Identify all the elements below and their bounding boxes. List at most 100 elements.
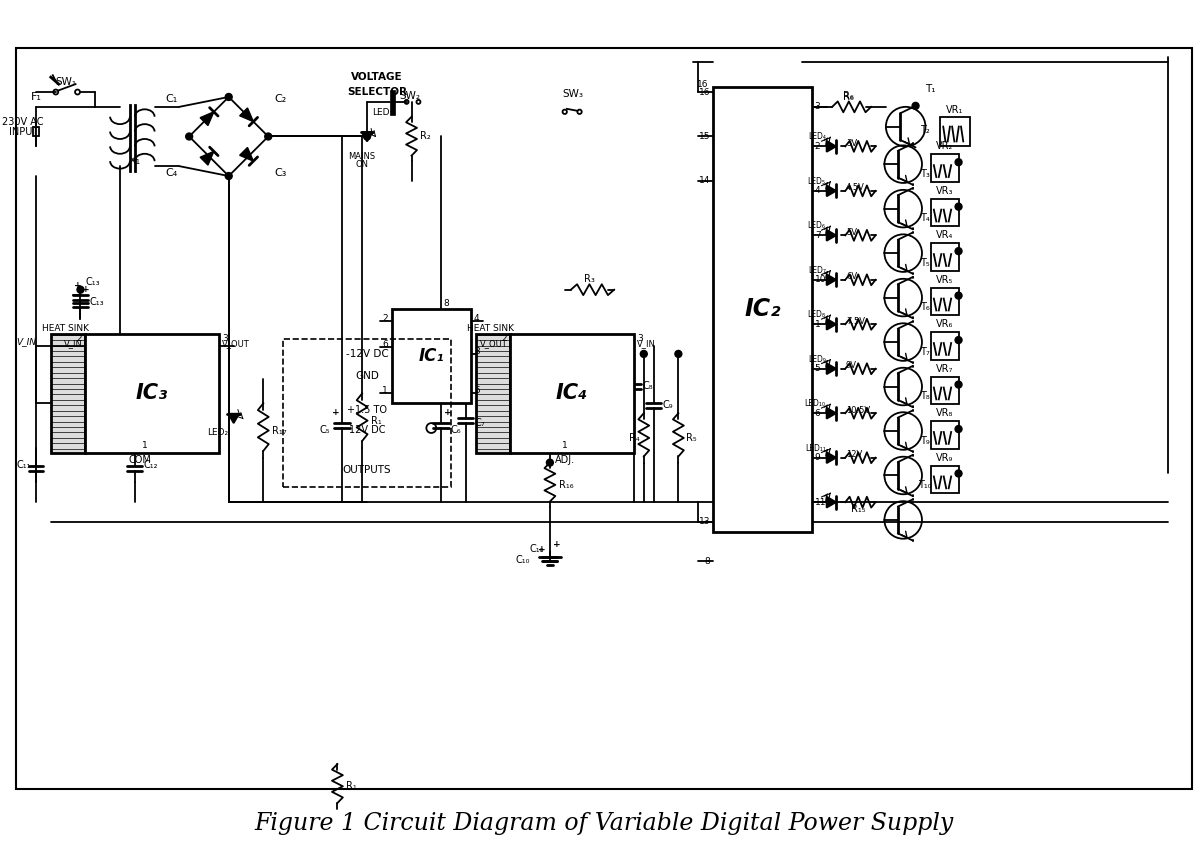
Text: HEAT SINK: HEAT SINK: [42, 324, 89, 333]
Text: C₁: C₁: [166, 94, 178, 104]
Text: 1: 1: [815, 320, 821, 329]
Text: C₇: C₇: [475, 418, 486, 428]
Text: T₁: T₁: [925, 84, 936, 94]
Text: IC₄: IC₄: [556, 383, 588, 403]
Text: 10: 10: [815, 275, 827, 284]
Text: VR₁: VR₁: [947, 104, 964, 115]
Text: IC₁: IC₁: [419, 348, 444, 365]
Text: R₁: R₁: [347, 781, 358, 791]
Circle shape: [226, 93, 232, 100]
Text: 14: 14: [698, 176, 710, 186]
Text: 3V: 3V: [846, 139, 857, 148]
Text: T₁₀: T₁₀: [918, 481, 931, 490]
Text: ON: ON: [355, 161, 368, 169]
Text: IC₂: IC₂: [744, 298, 781, 321]
Polygon shape: [228, 413, 239, 423]
Text: 1: 1: [382, 387, 388, 395]
Text: VR₉: VR₉: [936, 453, 954, 463]
Circle shape: [641, 350, 647, 357]
Text: 6V: 6V: [846, 273, 857, 281]
Text: LED₅: LED₅: [808, 177, 826, 186]
Text: V_IN: V_IN: [637, 339, 655, 348]
Text: 2: 2: [382, 314, 388, 324]
Text: +: +: [444, 408, 451, 417]
Bar: [931, 154, 959, 182]
Text: C₁₀: C₁₀: [516, 556, 530, 565]
Polygon shape: [827, 452, 836, 463]
Text: 8: 8: [443, 299, 449, 308]
Text: 12V DC: 12V DC: [349, 425, 385, 435]
Text: 15: 15: [698, 132, 710, 141]
Text: T₅: T₅: [920, 258, 930, 268]
Circle shape: [674, 350, 682, 357]
Text: V_OUT: V_OUT: [480, 339, 508, 348]
Bar: [941, 117, 970, 147]
Text: R₃: R₃: [584, 274, 595, 284]
Text: -12V DC: -12V DC: [346, 349, 389, 359]
Text: 6: 6: [382, 340, 388, 349]
Polygon shape: [240, 148, 253, 161]
Circle shape: [955, 337, 962, 343]
Text: C₉: C₉: [662, 400, 673, 410]
Bar: [50, 334, 85, 453]
Text: 6: 6: [815, 409, 821, 418]
Text: C₂: C₂: [274, 94, 287, 104]
Text: 4: 4: [815, 186, 821, 195]
Text: 3: 3: [815, 103, 821, 111]
Text: 12V: 12V: [846, 450, 862, 459]
Text: C₁₂: C₁₂: [144, 460, 158, 469]
Polygon shape: [827, 186, 836, 196]
Text: IC₃: IC₃: [136, 383, 168, 403]
Text: 4: 4: [474, 314, 480, 324]
Text: T₈: T₈: [920, 392, 930, 401]
Text: R₁₆: R₁₆: [559, 480, 574, 490]
Bar: [931, 376, 959, 405]
Text: LED₇: LED₇: [808, 266, 826, 274]
Polygon shape: [827, 274, 836, 286]
Bar: [931, 243, 959, 271]
Text: LED₆: LED₆: [808, 222, 826, 230]
Text: C₅: C₅: [319, 425, 330, 435]
Bar: [85, 334, 218, 453]
Polygon shape: [200, 112, 214, 125]
Text: 5: 5: [815, 364, 821, 373]
Bar: [390, 90, 395, 115]
Text: VR₄: VR₄: [936, 230, 954, 240]
Text: R₁: R₁: [371, 416, 382, 425]
Text: +1.5 TO: +1.5 TO: [347, 406, 388, 415]
Text: 5V: 5V: [846, 228, 857, 236]
Text: 7: 7: [815, 230, 821, 240]
Polygon shape: [240, 108, 253, 122]
Text: T₂: T₂: [920, 124, 930, 135]
Text: +: +: [74, 280, 82, 290]
Text: R₆: R₆: [844, 92, 854, 102]
Text: C₆: C₆: [450, 425, 461, 435]
Text: X₁: X₁: [128, 156, 140, 167]
Text: 230V AC: 230V AC: [2, 117, 44, 127]
Text: T₆: T₆: [920, 302, 930, 312]
Text: 16: 16: [698, 87, 710, 97]
Text: +: +: [83, 285, 90, 293]
Bar: [510, 334, 634, 453]
Text: INPUT: INPUT: [8, 127, 37, 136]
Bar: [931, 198, 959, 226]
Bar: [931, 421, 959, 449]
Text: OUTPUTS: OUTPUTS: [343, 465, 391, 476]
Text: V_OUT: V_OUT: [222, 339, 250, 348]
Text: 8: 8: [704, 557, 710, 566]
Circle shape: [955, 159, 962, 166]
Text: VOLTAGE: VOLTAGE: [352, 72, 403, 82]
Text: SW₁: SW₁: [55, 77, 77, 87]
Bar: [931, 287, 959, 315]
Bar: [931, 332, 959, 360]
Text: VR₈: VR₈: [936, 408, 954, 419]
Text: 2: 2: [815, 142, 821, 151]
Text: 16: 16: [696, 80, 708, 89]
Text: 11: 11: [815, 498, 827, 507]
Text: GND: GND: [355, 370, 379, 381]
Polygon shape: [827, 230, 836, 241]
Bar: [17, 47, 1193, 789]
Text: R₁₇: R₁₇: [272, 425, 287, 436]
Text: T₇: T₇: [920, 347, 930, 357]
Text: VR₇: VR₇: [936, 363, 954, 374]
